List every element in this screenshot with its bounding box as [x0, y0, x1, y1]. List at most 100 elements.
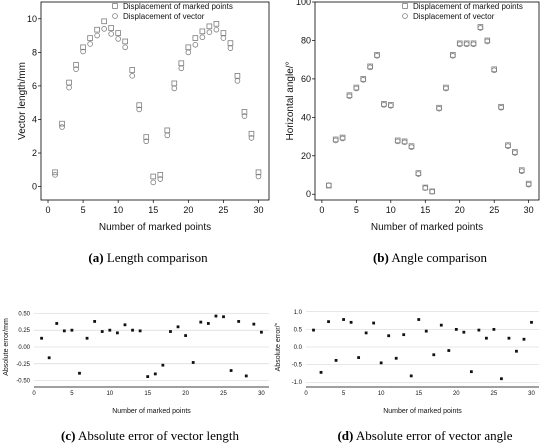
data-point: [530, 320, 533, 324]
data-point-circle: [94, 32, 100, 39]
caption-a: (a) Length comparison: [88, 250, 208, 265]
caption-letter: (b): [373, 250, 389, 265]
legend: Displacement of marked pointsDisplacemen…: [402, 2, 523, 21]
data-point: [191, 361, 195, 364]
data-point-circle: [360, 77, 367, 83]
series-1: [312, 318, 533, 381]
data-point-circle: [353, 85, 360, 92]
data-point: [146, 375, 150, 378]
data-point-circle: [470, 41, 477, 48]
caption-text: Absolute error of vector angle: [356, 428, 513, 443]
caption-text: Length comparison: [107, 250, 208, 265]
data-point-square: [122, 38, 128, 45]
plot-frame: [314, 1, 540, 201]
data-point-circle: [505, 143, 511, 149]
caption-c: (c) Absolute error of vector length: [61, 428, 239, 443]
x-tick-label: 5: [70, 391, 74, 397]
x-tick-label: 5: [342, 391, 346, 397]
y-tick-label: -0.5: [292, 363, 303, 369]
y-tick-label: 0.5: [294, 327, 303, 333]
x-axis-label: Number of marked points: [99, 222, 211, 233]
caption-letter: (a): [88, 250, 103, 265]
x-tick-label: 0: [32, 391, 36, 397]
legend-marker-square: [402, 3, 408, 9]
y-tick-label: 6: [32, 81, 37, 91]
series-1: [325, 24, 532, 195]
legend-entry: Displacement of vector: [413, 12, 495, 21]
x-axis-label: Number of marked points: [112, 408, 191, 415]
data-point-circle: [164, 132, 171, 139]
data-point-circle: [484, 38, 491, 45]
y-tick-label: 0: [32, 182, 37, 192]
data-point-circle: [408, 144, 415, 150]
data-point: [439, 323, 443, 327]
data-point: [153, 372, 157, 376]
x-tick-label: 15: [420, 205, 430, 215]
data-point: [199, 320, 203, 324]
chart-b: 0 5 10 15 20 25 30 0 20 40 60 80 100 Number of marked…: [285, 0, 540, 233]
series-1: [52, 18, 262, 180]
data-point-square: [234, 73, 241, 79]
data-point-square: [115, 30, 121, 36]
data-point-circle: [456, 41, 463, 48]
data-point-circle: [220, 35, 227, 41]
data-point-circle: [122, 44, 128, 51]
x-tick-label: 10: [113, 205, 123, 215]
data-point: [379, 361, 383, 365]
y-axis-label: Absolute error/mm: [3, 318, 10, 376]
chart-c: 0 5 10 15 20 25 30 0.50 0.25 0.00 -0.25 -0.50 Number…: [3, 311, 269, 415]
legend-marker-circle: [402, 13, 408, 19]
data-point-square: [143, 134, 150, 140]
data-point-circle: [325, 182, 332, 188]
x-tick-label: 5: [354, 205, 359, 215]
y-tick-label: 0: [306, 189, 311, 199]
data-point: [161, 363, 165, 367]
data-point-circle: [388, 103, 394, 109]
data-point-circle: [436, 105, 442, 112]
data-point-square: [213, 21, 220, 27]
data-point-circle: [518, 168, 525, 174]
y-tick-label: 60: [301, 74, 311, 84]
data-point-square: [185, 44, 192, 51]
y-tick-label: 0.50: [18, 311, 30, 317]
y-tick-label: 100: [296, 0, 311, 7]
data-point-circle: [129, 73, 136, 79]
x-tick-label: 25: [218, 205, 228, 215]
data-point: [108, 328, 112, 332]
y-axis-label: Vector length/mm: [17, 62, 28, 140]
y-tick-label: 4: [32, 114, 37, 124]
legend-marker-square: [112, 3, 118, 9]
x-tick-label: 0: [304, 391, 308, 397]
data-point-circle: [192, 41, 199, 48]
data-point: [357, 356, 361, 359]
series-1: [40, 314, 263, 378]
data-point-square: [52, 169, 58, 176]
data-point-circle: [374, 53, 380, 59]
data-point-circle: [525, 181, 532, 188]
x-tick-label: 25: [489, 205, 499, 215]
data-point: [131, 328, 134, 332]
data-point: [222, 315, 225, 319]
data-point-square: [164, 127, 171, 134]
data-point-square: [94, 26, 100, 33]
data-point: [477, 328, 481, 332]
chart-d: 0 5 10 15 20 25 30 1.0 0.5 0.0 -0.5 -1.0 Number of m…: [274, 310, 539, 415]
data-point-circle: [143, 138, 150, 145]
data-point: [115, 331, 119, 335]
data-point: [447, 349, 451, 352]
x-tick-label: 0: [46, 205, 51, 215]
x-tick-label: 15: [415, 391, 422, 397]
data-point-circle: [150, 179, 157, 186]
data-point-square: [199, 28, 206, 35]
data-point: [364, 331, 368, 335]
data-point-square: [192, 35, 199, 41]
data-point-square: [101, 18, 107, 25]
data-point: [237, 320, 241, 323]
data-point: [349, 320, 353, 324]
data-point-circle: [185, 49, 192, 56]
data-point-circle: [367, 64, 373, 71]
data-point-square: [108, 25, 114, 31]
data-point: [394, 356, 398, 360]
data-point: [47, 356, 51, 360]
